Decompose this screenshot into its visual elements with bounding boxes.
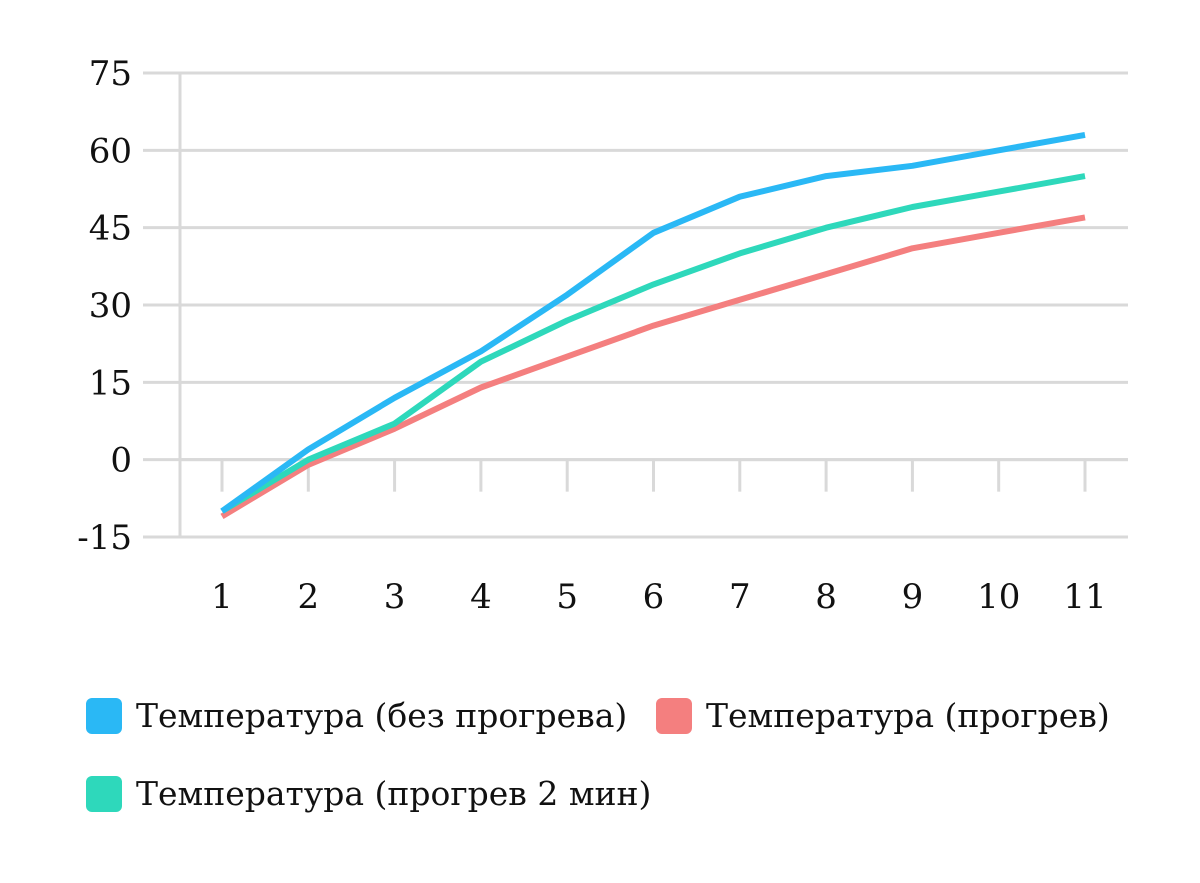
- legend-swatch-series-2: [656, 697, 692, 734]
- y-tick-label: 0: [110, 441, 132, 481]
- x-tick-label: 6: [643, 577, 665, 617]
- legend-label-series-2: Температура (прогрев): [706, 696, 1110, 735]
- x-tick-label: 7: [729, 577, 751, 617]
- x-axis-tick-labels: 1 2 3 4 5 6 7 8 9 10 11: [211, 577, 1106, 617]
- y-tick-label: 75: [89, 54, 132, 94]
- legend-label-series-1: Температура (без прогрева): [136, 696, 628, 735]
- y-tick-label: 30: [89, 286, 132, 326]
- x-tick-label: 4: [470, 577, 492, 617]
- x-tick-label: 2: [297, 577, 319, 617]
- legend-swatch-series-3: [86, 775, 122, 812]
- y-tick-label: 60: [89, 131, 132, 171]
- series-line-2: [220, 214, 1086, 519]
- series-line-3: [220, 173, 1086, 514]
- y-tick-label: -15: [77, 518, 132, 558]
- y-axis-tick-labels: 75 60 45 30 15 0 -15: [77, 54, 132, 558]
- legend-swatch-series-1: [86, 697, 122, 734]
- y-tick-label: 45: [89, 209, 132, 249]
- legend-label-series-3: Температура (прогрев 2 мин): [136, 774, 652, 813]
- series-line-1: [220, 131, 1086, 514]
- x-tick-label: 11: [1063, 577, 1106, 617]
- legend-item-series-2[interactable]: Температура (прогрев): [656, 696, 1110, 735]
- legend-item-series-1[interactable]: Температура (без прогрева): [86, 696, 627, 735]
- y-tick-label: 15: [89, 363, 132, 403]
- x-tick-label: 1: [211, 577, 233, 617]
- x-tick-label: 5: [556, 577, 578, 617]
- series-lines: [220, 131, 1086, 519]
- x-tick-label: 8: [815, 577, 837, 617]
- x-tick-label: 10: [977, 577, 1020, 617]
- x-tick-label: 3: [384, 577, 406, 617]
- x-tick-label: 9: [902, 577, 924, 617]
- legend-item-series-3[interactable]: Температура (прогрев 2 мин): [86, 774, 651, 813]
